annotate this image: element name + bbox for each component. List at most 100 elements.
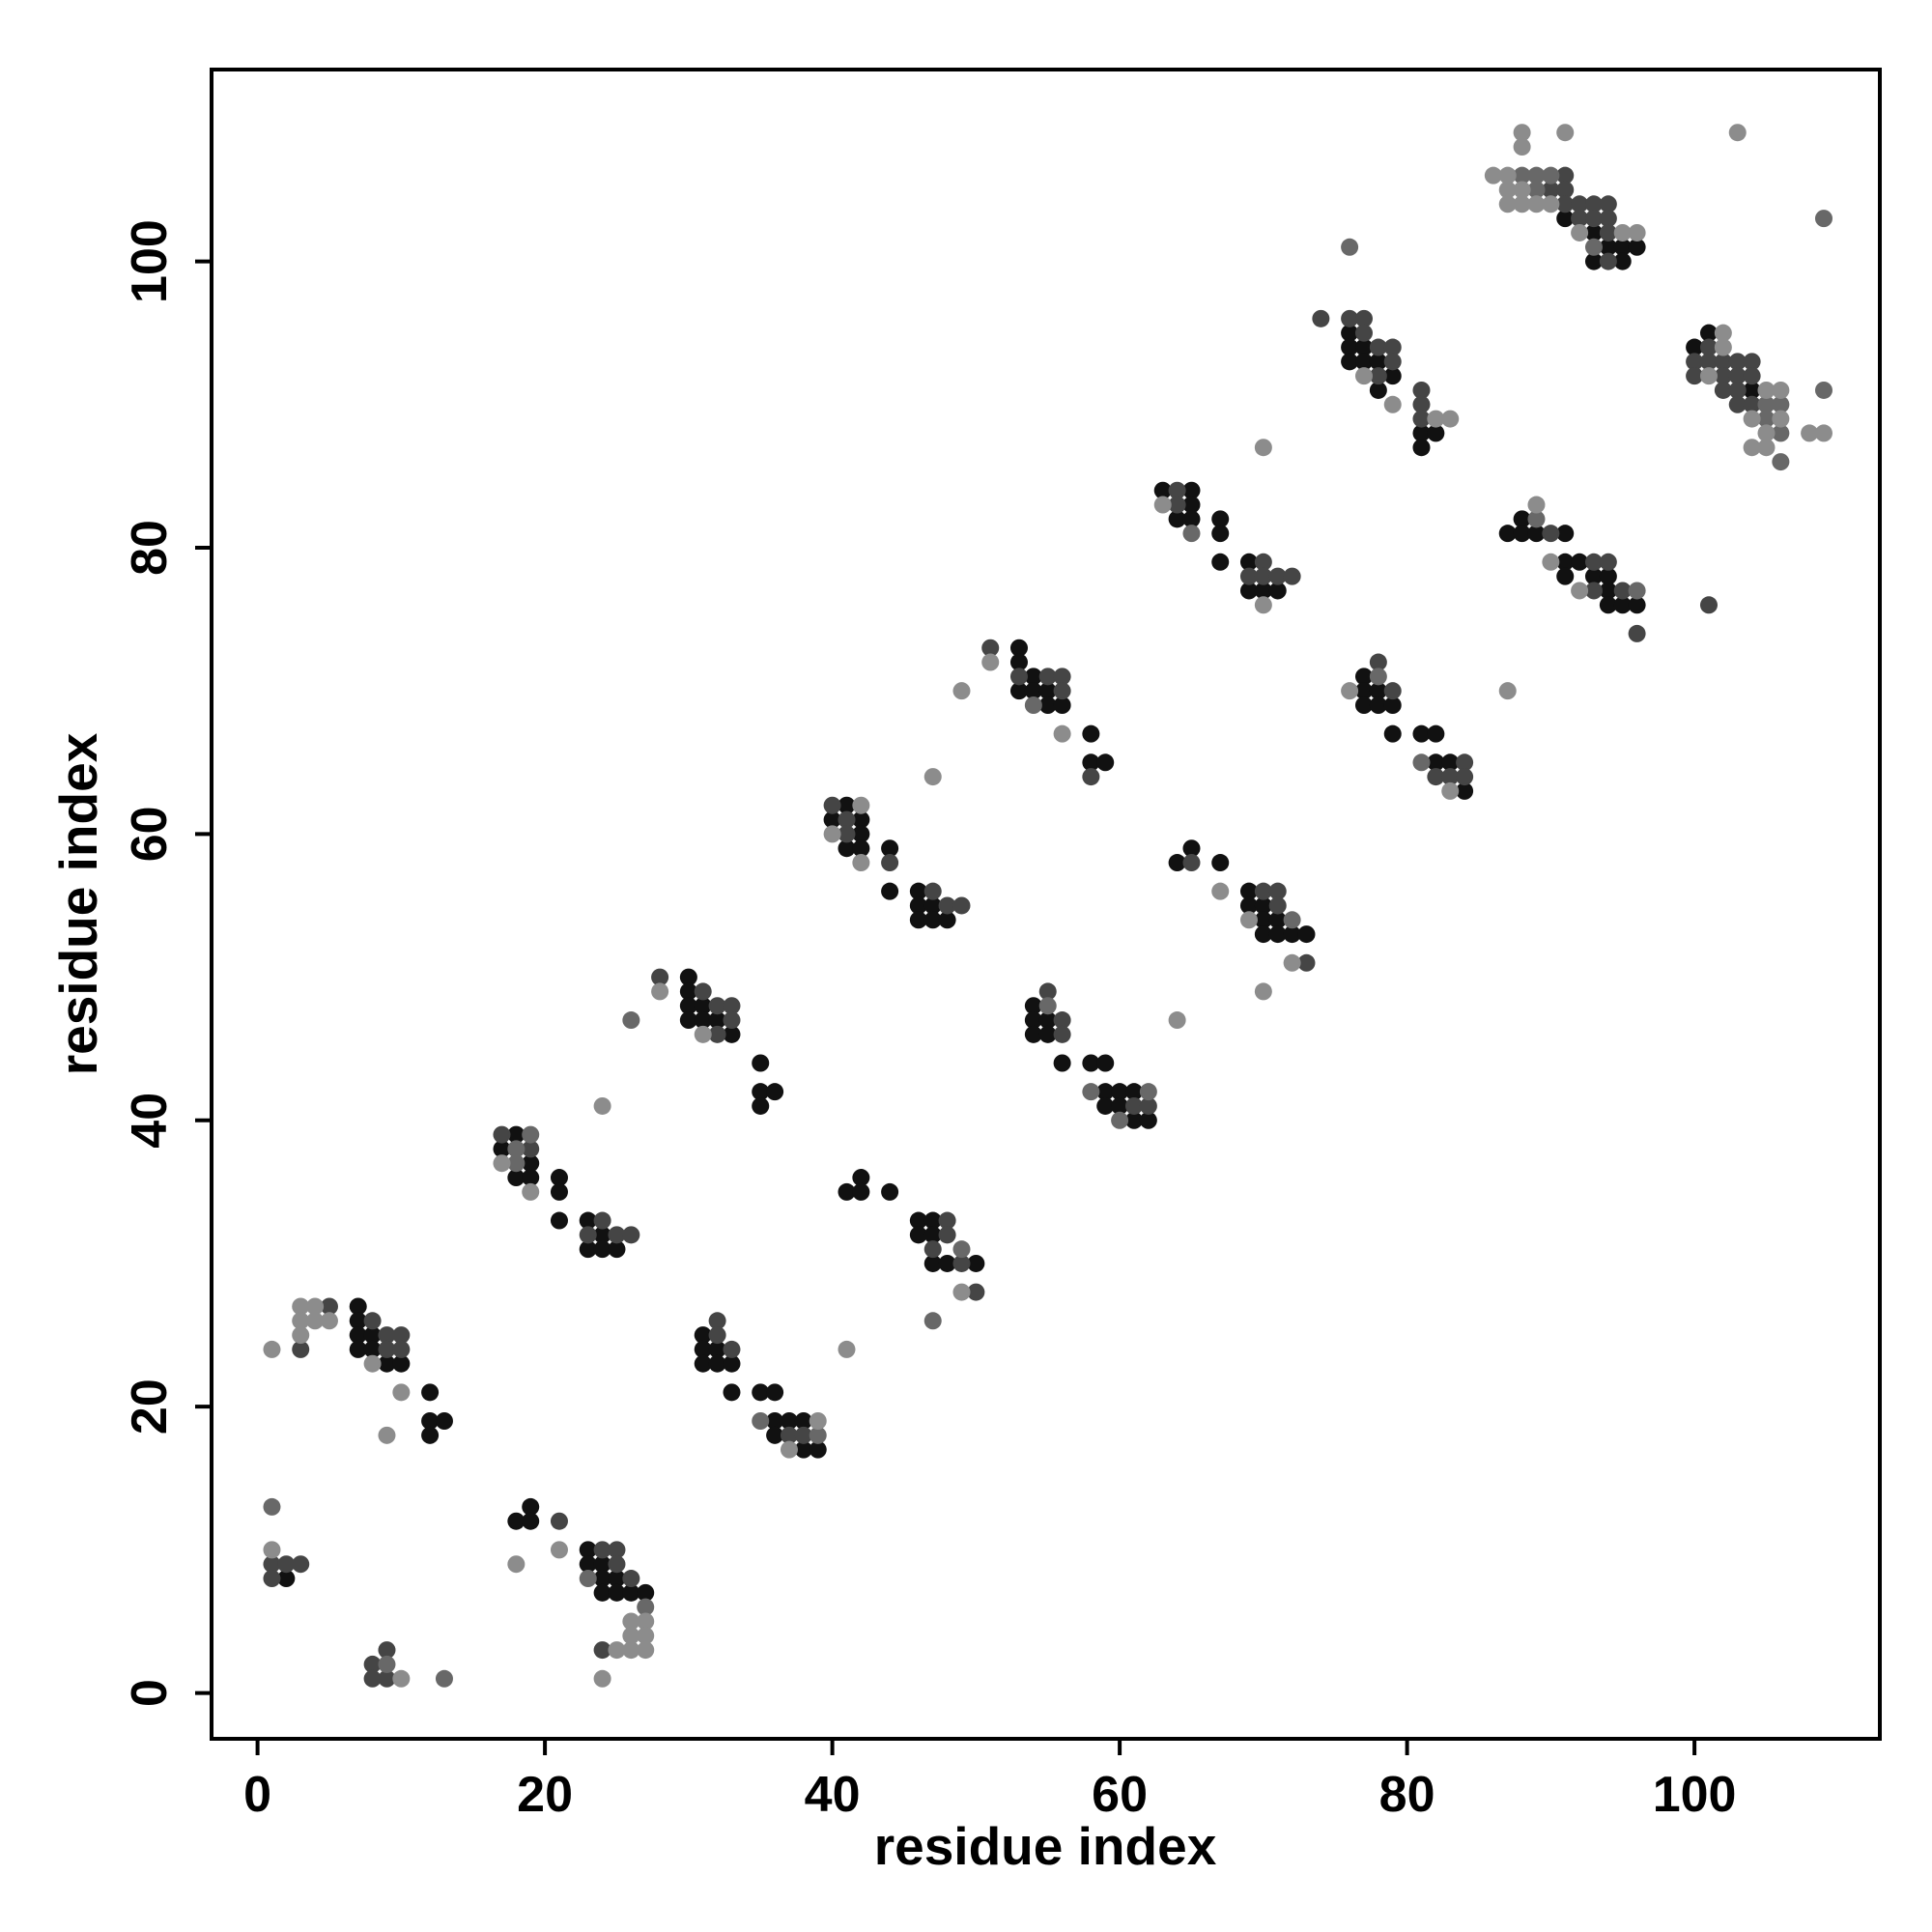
scatter-point [823, 810, 841, 829]
scatter-point [349, 1326, 367, 1345]
scatter-point [1772, 410, 1790, 428]
scatter-point [263, 1340, 281, 1358]
scatter-point [1024, 1025, 1042, 1043]
scatter-point [1182, 510, 1201, 528]
scatter-point [1728, 367, 1747, 385]
scatter-point [1124, 1083, 1143, 1101]
scatter-point [694, 1025, 712, 1043]
scatter-point [622, 1226, 640, 1244]
scatter-point [378, 1426, 396, 1444]
scatter-point [1182, 496, 1201, 514]
scatter-point [1513, 124, 1531, 142]
scatter-point [1427, 753, 1445, 772]
scatter-point [1168, 1011, 1186, 1030]
scatter-point [1743, 395, 1761, 413]
scatter-point [708, 1340, 726, 1358]
scatter-point [694, 1326, 712, 1345]
y-tick-label: 40 [122, 1093, 178, 1149]
scatter-point [1369, 353, 1387, 371]
scatter-point [838, 825, 856, 843]
scatter-point [766, 1426, 784, 1444]
scatter-point [1268, 925, 1287, 944]
scatter-point [1584, 238, 1603, 256]
scatter-point [1628, 624, 1646, 642]
scatter-point [1714, 367, 1732, 385]
scatter-point [593, 1555, 611, 1574]
scatter-point [1728, 395, 1747, 413]
scatter-point [1628, 238, 1646, 256]
scatter-point [435, 1669, 453, 1688]
scatter-point [1427, 768, 1445, 786]
scatter-point [923, 1240, 942, 1259]
scatter-point [608, 1541, 626, 1559]
scatter-point [1456, 753, 1474, 772]
scatter-point [1556, 181, 1575, 199]
scatter-point [593, 1096, 611, 1115]
scatter-point [1757, 395, 1776, 413]
scatter-point [938, 911, 956, 929]
scatter-point [1628, 596, 1646, 614]
scatter-point [1801, 424, 1819, 442]
scatter-point [1312, 309, 1330, 327]
scatter-point [1254, 439, 1272, 457]
scatter-point [1699, 367, 1718, 385]
scatter-point [363, 1312, 382, 1330]
scatter-point [349, 1312, 367, 1330]
scatter-point [1254, 596, 1272, 614]
scatter-point [550, 1169, 568, 1187]
scatter-point [1599, 223, 1617, 242]
scatter-point [766, 1411, 784, 1430]
scatter-point [1369, 668, 1387, 686]
scatter-point [852, 796, 870, 814]
scatter-point [1728, 381, 1747, 399]
scatter-point [507, 1169, 526, 1187]
scatter-point [1757, 424, 1776, 442]
scatter-point [1699, 596, 1718, 614]
scatter-point [1542, 525, 1560, 543]
scatter-point [1743, 439, 1761, 457]
scatter-point [1268, 567, 1287, 585]
scatter-point [608, 1240, 626, 1259]
scatter-point [1369, 653, 1387, 671]
scatter-point [593, 1541, 611, 1559]
scatter-point [363, 1340, 382, 1358]
scatter-point [277, 1555, 296, 1574]
scatter-point [1082, 753, 1100, 772]
scatter-point [679, 997, 697, 1015]
scatter-point [838, 796, 856, 814]
scatter-point [938, 896, 956, 915]
scatter-point [752, 1411, 770, 1430]
scatter-point [881, 1182, 899, 1201]
scatter-point [1814, 210, 1833, 228]
scatter-point [1584, 567, 1603, 585]
scatter-point [1168, 510, 1186, 528]
scatter-point [694, 1011, 712, 1030]
scatter-point [1584, 195, 1603, 213]
scatter-point [679, 1011, 697, 1030]
scatter-point [263, 1570, 281, 1588]
scatter-point [1613, 223, 1632, 242]
scatter-point [1498, 166, 1517, 185]
scatter-point [780, 1440, 798, 1459]
scatter-point [651, 968, 669, 986]
scatter-point [579, 1541, 597, 1559]
scatter-point [1714, 324, 1732, 342]
scatter-point [1542, 181, 1560, 199]
scatter-point [1038, 682, 1057, 700]
scatter-point [263, 1541, 281, 1559]
scatter-point [909, 1211, 927, 1230]
scatter-point [507, 1125, 526, 1144]
scatter-point [550, 1211, 568, 1230]
scatter-point [579, 1555, 597, 1574]
scatter-point [1254, 911, 1272, 929]
scatter-point [1009, 639, 1028, 657]
scatter-point [608, 1583, 626, 1602]
scatter-point [1571, 553, 1589, 571]
scatter-point [1082, 768, 1100, 786]
x-tick-label: 20 [517, 1767, 573, 1823]
scatter-point [292, 1340, 310, 1358]
scatter-point [909, 896, 927, 915]
scatter-point [923, 882, 942, 900]
scatter-point [1613, 238, 1632, 256]
scatter-point [378, 1669, 396, 1688]
